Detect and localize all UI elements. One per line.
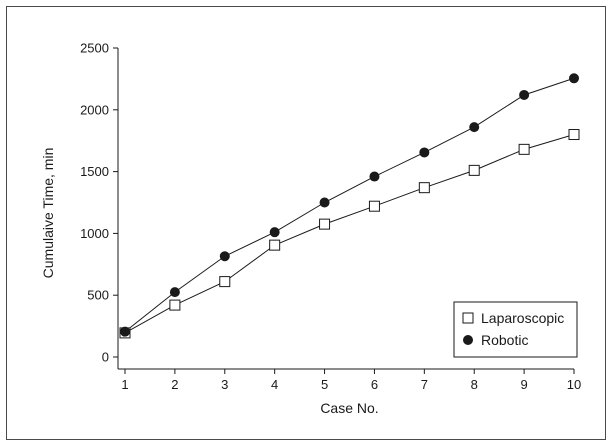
series-markers	[119, 73, 580, 339]
data-point-robotic	[369, 171, 380, 182]
legend-items: Laparoscopic Robotic	[462, 310, 564, 348]
data-point-robotic	[469, 122, 480, 133]
data-point-laparoscopic	[468, 164, 480, 176]
y-tick-label: 0	[102, 350, 109, 365]
y-tick-label: 1500	[80, 164, 109, 179]
x-tick-label: 7	[421, 377, 428, 392]
series-line-robotic	[124, 77, 575, 333]
x-tick-label: 8	[471, 377, 478, 392]
y-tick-label: 1000	[80, 226, 109, 241]
legend-label-robotic: Robotic	[481, 332, 528, 348]
legend-box	[453, 301, 578, 358]
data-point-robotic	[419, 147, 430, 158]
legend-label-laparoscopic: Laparoscopic	[481, 310, 564, 326]
series-lines	[124, 77, 575, 334]
y-tick-label: 500	[87, 288, 109, 303]
x-tick-label: 10	[567, 377, 581, 392]
x-tick-label: 3	[221, 377, 228, 392]
data-point-robotic	[269, 227, 280, 238]
data-point-robotic	[120, 326, 130, 337]
data-point-laparoscopic	[568, 129, 580, 141]
data-point-laparoscopic	[269, 239, 281, 251]
data-point-robotic	[169, 287, 180, 298]
legend: Laparoscopic Robotic	[453, 301, 578, 358]
x-tick-label: 1	[121, 377, 128, 392]
data-point-laparoscopic	[368, 200, 380, 212]
x-tick-label: 2	[171, 377, 178, 392]
legend-marker-robotic	[463, 335, 473, 345]
x-tick-label: 9	[520, 377, 527, 392]
y-tick-label: 2500	[80, 41, 109, 56]
data-point-laparoscopic	[319, 218, 331, 230]
axes: 0 500 1000 1500 2000 2500 1 2 3 4 5 6 7 8 9 10	[80, 41, 581, 393]
data-point-laparoscopic	[518, 143, 530, 155]
series-line-laparoscopic	[124, 134, 575, 334]
data-point-robotic	[519, 89, 530, 100]
chart-figure: 0 500 1000 1500 2000 2500 1 2 3 4 5 6 7 8 9 10 Case No.…	[6, 6, 606, 440]
line-chart: 0 500 1000 1500 2000 2500 1 2 3 4 5 6 7 8 9 10 Case No.…	[40, 41, 581, 417]
legend-marker-laparoscopic	[462, 312, 474, 324]
data-point-laparoscopic	[219, 276, 231, 288]
data-point-robotic	[219, 251, 230, 262]
data-point-robotic	[319, 197, 330, 208]
y-tick-label: 2000	[80, 102, 109, 117]
data-point-robotic	[569, 73, 579, 84]
y-axis-title: Cumulaive Time, min	[40, 148, 56, 279]
data-point-laparoscopic	[169, 299, 181, 311]
x-tick-label: 5	[321, 377, 328, 392]
x-tick-label: 6	[371, 377, 378, 392]
x-axis-title: Case No.	[320, 400, 378, 416]
data-point-laparoscopic	[418, 182, 430, 194]
x-tick-label: 4	[271, 377, 278, 392]
